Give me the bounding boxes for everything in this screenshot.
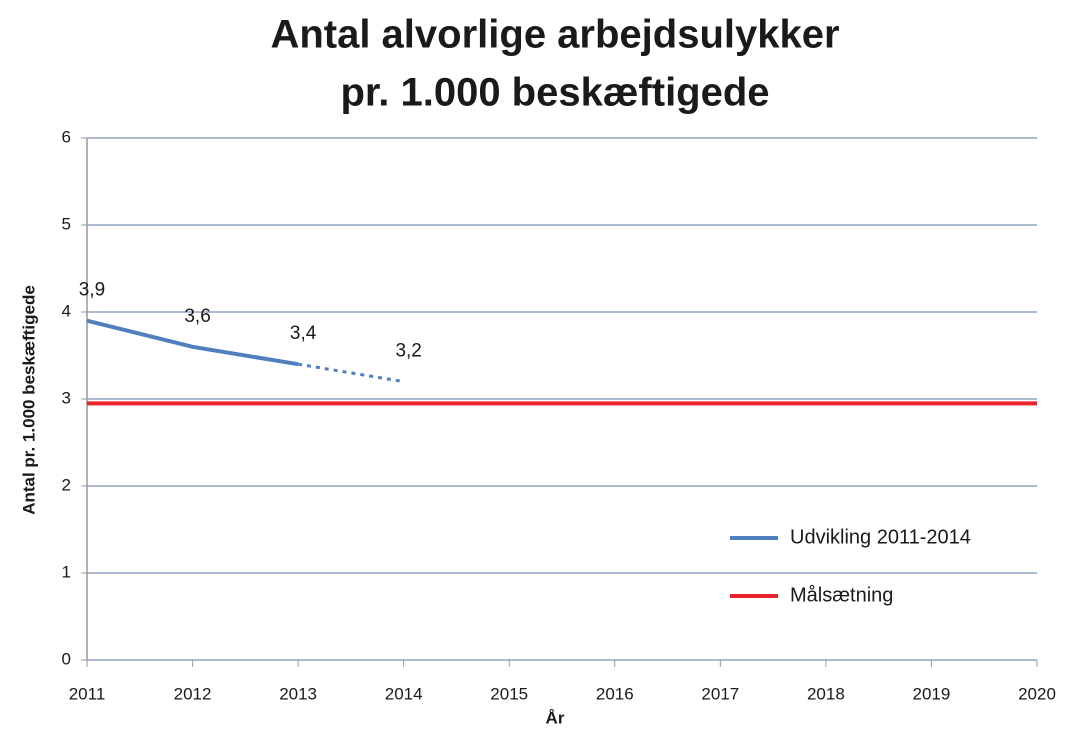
series-line xyxy=(86,318,299,367)
x-tick-label: 2013 xyxy=(279,684,317,703)
y-axis-label: Antal pr. 1.000 beskæftigede xyxy=(19,285,38,515)
chart-title: Antal alvorlige arbejdsulykker xyxy=(270,13,839,57)
x-tick-label: 2017 xyxy=(701,684,739,703)
series-line xyxy=(297,362,404,384)
x-tick-label: 2020 xyxy=(1018,684,1056,703)
y-tick-label: 1 xyxy=(62,562,71,581)
x-tick-label: 2011 xyxy=(69,684,106,703)
x-tick-label: 2014 xyxy=(385,684,423,703)
x-tick-label: 2018 xyxy=(807,684,845,703)
data-label: 3,4 xyxy=(290,323,317,344)
x-tick-label: 2016 xyxy=(596,684,634,703)
x-axis-label: År xyxy=(546,708,565,727)
chart-title: pr. 1.000 beskæftigede xyxy=(340,71,769,115)
legend-label: Udvikling 2011-2014 xyxy=(790,526,971,548)
y-tick-label: 4 xyxy=(62,301,71,320)
legend-label: Målsætning xyxy=(790,584,893,606)
x-tick-label: 2015 xyxy=(490,684,528,703)
y-tick-label: 6 xyxy=(62,127,71,146)
data-label: 3,2 xyxy=(395,341,421,362)
y-tick-label: 3 xyxy=(62,388,71,407)
x-tick-label: 2012 xyxy=(174,684,212,703)
data-label: 3,9 xyxy=(79,280,105,301)
y-tick-label: 5 xyxy=(62,214,71,233)
data-label: 3,6 xyxy=(184,306,210,327)
y-tick-label: 0 xyxy=(62,649,71,668)
x-tick-label: 2019 xyxy=(913,684,951,703)
y-tick-label: 2 xyxy=(62,475,71,494)
